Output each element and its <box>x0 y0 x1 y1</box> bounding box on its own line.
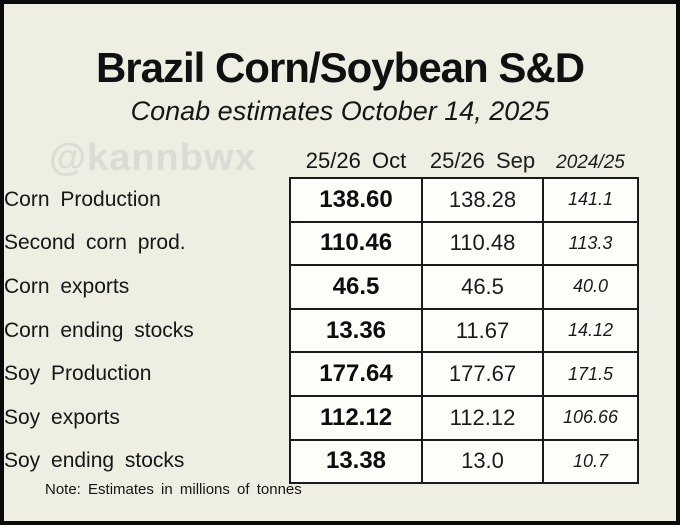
row-label: Corn Production <box>4 187 161 211</box>
cell-value: 110.46 <box>289 220 423 267</box>
cell-value: 13.38 <box>289 438 423 485</box>
cell-value: 171.5 <box>542 351 639 397</box>
row-label: Soy ending stocks <box>4 449 185 473</box>
cell-value: 112.12 <box>421 394 544 441</box>
table-row: Soy Production 177.64 177.67 171.5 <box>4 351 639 397</box>
page-title: Brazil Corn/Soybean S&D <box>95 44 585 91</box>
cell-value: 11.67 <box>421 307 544 354</box>
column-header-prev: 2024/25 <box>556 152 625 173</box>
column-header-oct: 25/26 Oct <box>305 148 407 173</box>
cell-value: 46.5 <box>289 264 423 310</box>
cell-value: 13.0 <box>421 438 544 485</box>
sd-table: 25/26 Oct 25/26 Sep 2024/25 Corn Product… <box>4 146 639 485</box>
cell-value: 40.0 <box>542 264 639 310</box>
cell-value: 113.3 <box>542 220 639 267</box>
cell-value: 138.60 <box>289 177 423 223</box>
cell-value: 14.12 <box>542 307 639 354</box>
cell-value: 177.67 <box>421 351 544 397</box>
row-label: Second corn prod. <box>4 231 186 255</box>
footnote: Note: Estimates in millions of tonnes <box>45 481 302 498</box>
page-subtitle: Conab estimates October 14, 2025 <box>130 96 550 126</box>
row-label: Soy exports <box>4 405 120 429</box>
table-row: Corn exports 46.5 46.5 40.0 <box>4 264 639 310</box>
cell-value: 141.1 <box>542 177 639 223</box>
cell-value: 106.66 <box>542 394 639 441</box>
table-row: Corn Production 138.60 138.28 141.1 <box>4 177 639 223</box>
row-label: Corn ending stocks <box>4 318 194 342</box>
cell-value: 110.48 <box>421 220 544 267</box>
row-label: Corn exports <box>4 274 130 298</box>
column-header-sep: 25/26 Sep <box>429 148 536 173</box>
cell-value: 177.64 <box>289 351 423 397</box>
cell-value: 13.36 <box>289 307 423 354</box>
cell-value: 46.5 <box>421 264 544 310</box>
table-header-row: 25/26 Oct 25/26 Sep 2024/25 <box>4 146 638 178</box>
table-row: Second corn prod. 110.46 110.48 113.3 <box>4 220 639 267</box>
table-row: Soy ending stocks 13.38 13.0 10.7 <box>4 438 639 485</box>
row-label: Soy Production <box>4 362 152 386</box>
cell-value: 10.7 <box>542 438 639 485</box>
cell-value: 138.28 <box>421 177 544 223</box>
cell-value: 112.12 <box>289 394 423 441</box>
table-row: Corn ending stocks 13.36 11.67 14.12 <box>4 307 639 354</box>
table-row: Soy exports 112.12 112.12 106.66 <box>4 394 639 441</box>
header-corner <box>4 146 290 178</box>
watermark: @kannbwx <box>49 137 257 179</box>
